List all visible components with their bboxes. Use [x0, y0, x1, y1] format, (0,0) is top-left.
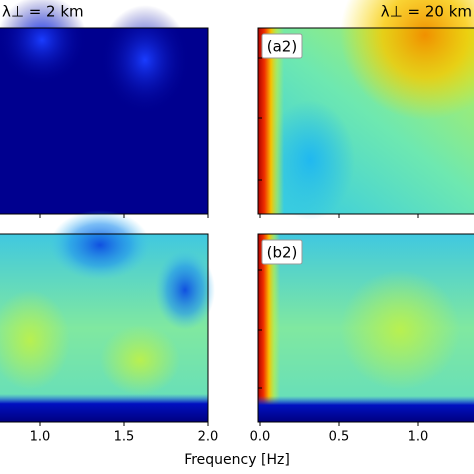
panel-label: (a2) [267, 38, 297, 56]
heatmap-a1 [0, 0, 209, 215]
x-tick-label: 0.5 [329, 430, 350, 445]
column-title: λ⊥ = 20 km [381, 3, 472, 21]
label-box [261, 239, 303, 265]
x-tick-label: 1.0 [30, 430, 51, 445]
x-tick-label: 1.0 [408, 430, 429, 445]
heatmap-b2 [257, 233, 474, 423]
x-axis-label: Frequency [Hz] [184, 452, 290, 468]
column-title: λ⊥ = 2 km [2, 3, 84, 21]
x-tick-label: 2.0 [198, 430, 219, 445]
heatmap-b1 [0, 210, 215, 423]
x-tick-label: 0.0 [250, 430, 271, 445]
label-box [261, 33, 303, 59]
panel-label: (b2) [267, 244, 298, 262]
heatmap-a2 [257, 0, 474, 220]
x-tick-label: 1.5 [114, 430, 135, 445]
